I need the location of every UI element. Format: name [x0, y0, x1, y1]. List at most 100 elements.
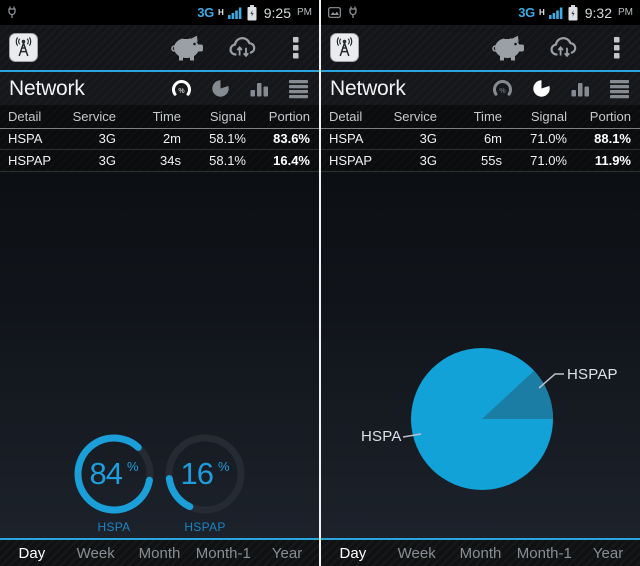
tab-month[interactable]: Month: [138, 544, 181, 562]
sync-button[interactable]: [546, 34, 582, 61]
tab-year[interactable]: Year: [592, 544, 624, 562]
table-row[interactable]: HSPAP 3G 55s 71.0% 11.9%: [321, 149, 640, 172]
savings-button[interactable]: [171, 34, 205, 61]
col-service: Service: [70, 105, 118, 129]
accent-divider: [321, 538, 640, 540]
col-signal: Signal: [504, 105, 569, 129]
accent-divider: [0, 538, 319, 540]
tab-year[interactable]: Year: [271, 544, 303, 562]
cloud-sync-icon: [229, 37, 256, 58]
gauge-hspap: 16 % HSPAP: [163, 432, 247, 534]
table-row[interactable]: HSPA 3G 2m 58.1% 83.6%: [0, 128, 319, 151]
tab-day[interactable]: Day: [18, 544, 46, 562]
tab-month-1[interactable]: Month-1: [516, 544, 572, 562]
accent-divider: [321, 70, 640, 72]
app-antenna-icon[interactable]: [9, 33, 38, 62]
hspa-callout-line: [402, 433, 422, 438]
table-row[interactable]: HSPAP 3G 34s 58.1% 16.4%: [0, 149, 319, 172]
gauge-value: 16: [180, 456, 213, 491]
sync-button[interactable]: [225, 34, 261, 61]
period-tab-bar: Day Week Month Month-1 Year: [321, 540, 640, 566]
status-bar: 3G H 9:25 PM: [0, 0, 319, 25]
signal-strength-icon: [227, 7, 242, 19]
col-service: Service: [391, 105, 439, 129]
tab-week[interactable]: Week: [76, 544, 115, 562]
bar-view-icon[interactable]: [569, 78, 592, 99]
col-detail: Detail: [321, 105, 391, 129]
action-bar: [0, 25, 319, 70]
col-detail: Detail: [0, 105, 70, 129]
piggy-bank-icon: [171, 35, 203, 61]
gauge-label: HSPA: [97, 520, 131, 534]
col-signal: Signal: [183, 105, 248, 129]
network-stats-table: Detail Service Time Signal Portion HSPA …: [0, 105, 319, 172]
svg-text:%: %: [499, 88, 505, 95]
tab-month-1[interactable]: Month-1: [195, 544, 251, 562]
battery-icon: [247, 4, 257, 20]
svg-text:%: %: [178, 88, 184, 95]
bar-view-icon[interactable]: [248, 78, 271, 99]
tab-day[interactable]: Day: [339, 544, 367, 562]
network-mode-label: H: [538, 7, 545, 17]
network-type-label: 3G: [518, 5, 535, 20]
hspap-callout-line: [538, 373, 564, 389]
tab-week[interactable]: Week: [397, 544, 436, 562]
panel-divider: [319, 0, 321, 566]
battery-icon: [568, 4, 578, 20]
overflow-menu-icon: [293, 36, 299, 58]
phone-panel-left: 3G H 9:25 PM: [0, 0, 319, 566]
gallery-icon: [328, 7, 341, 18]
app-antenna-icon[interactable]: [330, 33, 359, 62]
power-plug-icon: [8, 6, 16, 18]
signal-strength-icon: [548, 7, 563, 19]
network-stats-table: Detail Service Time Signal Portion HSPA …: [321, 105, 640, 172]
pie-view-icon[interactable]: [209, 78, 232, 99]
gauge-unit: %: [126, 458, 139, 474]
page-title: Network: [330, 76, 406, 100]
gauge-hspa: 84 % HSPA: [72, 432, 156, 534]
gauge-unit: %: [217, 458, 230, 474]
pie-label-hspap: HSPAP: [567, 366, 618, 383]
phone-panel-right: 3G H 9:32 PM: [321, 0, 640, 566]
clock-meridiem: PM: [297, 7, 312, 18]
col-portion: Portion: [248, 105, 319, 129]
gauge-view-icon[interactable]: %: [491, 78, 514, 99]
action-bar: [321, 25, 640, 70]
col-portion: Portion: [569, 105, 640, 129]
power-plug-icon: [349, 6, 357, 18]
overflow-menu-button[interactable]: [614, 36, 620, 59]
table-row[interactable]: HSPA 3G 6m 71.0% 88.1%: [321, 128, 640, 151]
clock-meridiem: PM: [618, 7, 633, 18]
status-bar: 3G H 9:32 PM: [321, 0, 640, 25]
gauge-label: HSPAP: [184, 520, 226, 534]
cloud-sync-icon: [550, 37, 577, 58]
overflow-menu-icon: [614, 36, 620, 58]
accent-divider: [0, 70, 319, 72]
list-view-icon[interactable]: [608, 78, 631, 99]
period-tab-bar: Day Week Month Month-1 Year: [0, 540, 319, 566]
gauge-view-icon[interactable]: %: [170, 78, 193, 99]
pie-view-icon[interactable]: [530, 78, 553, 99]
network-mode-label: H: [217, 7, 224, 17]
table-header-row: Detail Service Time Signal Portion: [0, 105, 319, 129]
gauge-chart-area: 84 % HSPA 16 % HSPAP: [0, 172, 319, 538]
page-title: Network: [9, 76, 85, 100]
piggy-bank-icon: [492, 35, 524, 61]
table-header-row: Detail Service Time Signal Portion: [321, 105, 640, 129]
col-time: Time: [439, 105, 504, 129]
network-type-label: 3G: [197, 5, 214, 20]
overflow-menu-button[interactable]: [293, 36, 299, 59]
pie-chart-area: HSPAP HSPA: [321, 172, 640, 538]
gauge-value: 84: [89, 456, 122, 491]
clock: 9:25: [263, 4, 291, 21]
list-view-icon[interactable]: [287, 78, 310, 99]
section-header: Network %: [321, 72, 640, 105]
pie-slice-hspap: [482, 370, 553, 419]
section-header: Network %: [0, 72, 319, 105]
col-time: Time: [118, 105, 183, 129]
savings-button[interactable]: [492, 34, 526, 61]
tab-month[interactable]: Month: [459, 544, 502, 562]
pie-label-hspa: HSPA: [361, 428, 402, 445]
clock: 9:32: [584, 4, 612, 21]
